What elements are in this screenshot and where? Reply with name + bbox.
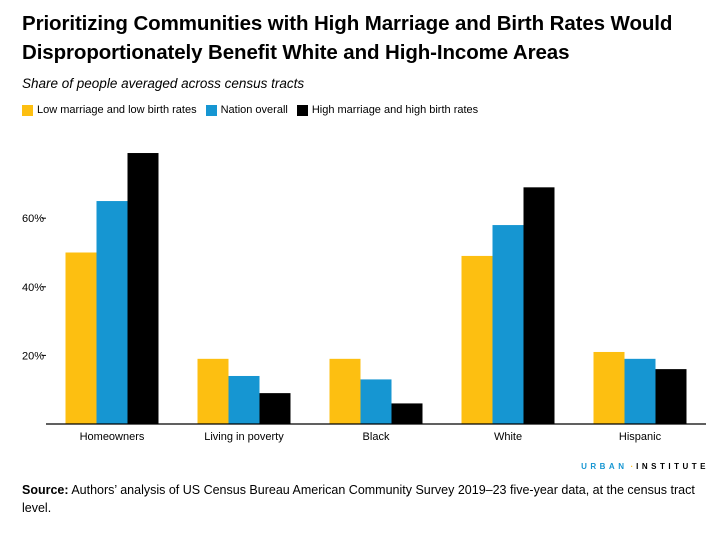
source-label: Source: <box>22 483 69 497</box>
legend-label-high: High marriage and high birth rates <box>311 104 479 116</box>
legend: Low marriage and low birth rates Nation … <box>22 104 487 116</box>
legend-label-low: Low marriage and low birth rates <box>37 104 197 116</box>
legend-swatch-low <box>22 104 33 116</box>
x-tick-label: Black <box>363 431 390 443</box>
bar <box>259 393 291 424</box>
source-text: Authors’ analysis of US Census Bureau Am… <box>22 483 695 515</box>
bar <box>655 369 687 424</box>
legend-item-nation: Nation overall <box>205 104 288 116</box>
bar <box>65 252 97 424</box>
bar <box>127 153 159 424</box>
bar <box>360 379 392 424</box>
urban-institute-logo: URBAN · INSTITUTE <box>581 462 709 471</box>
source-note: Source: Authors’ analysis of US Census B… <box>22 481 707 517</box>
bar-chart: 20% 40% 60% Homeowners Living in poverty Blac… <box>22 153 706 443</box>
legend-swatch-high <box>296 104 308 116</box>
x-tick-label: Hispanic <box>619 431 662 443</box>
bar <box>492 225 524 424</box>
x-tick-label: Homeowners <box>80 431 145 443</box>
legend-item-high: High marriage and high birth rates <box>296 104 479 116</box>
bar <box>228 375 260 424</box>
y-tick-label: 20% <box>22 350 44 362</box>
bar <box>523 187 555 424</box>
y-tick-label: 40% <box>22 282 44 294</box>
chart-subtitle: Share of people averaged across census t… <box>22 76 305 91</box>
bar <box>329 358 361 424</box>
x-tick-label: White <box>494 431 522 443</box>
y-tick-label: 60% <box>22 213 44 225</box>
bar <box>96 201 128 424</box>
chart-title: Prioritizing Communities with High Marri… <box>22 12 673 64</box>
bar <box>593 351 625 424</box>
legend-item-low: Low marriage and low birth rates <box>22 104 197 116</box>
legend-label-nation: Nation overall <box>220 104 288 116</box>
bar <box>461 255 493 424</box>
x-tick-label: Living in poverty <box>204 431 284 443</box>
bar <box>391 403 423 424</box>
bar <box>197 358 229 424</box>
bar <box>624 358 656 424</box>
legend-swatch-nation <box>205 104 217 116</box>
